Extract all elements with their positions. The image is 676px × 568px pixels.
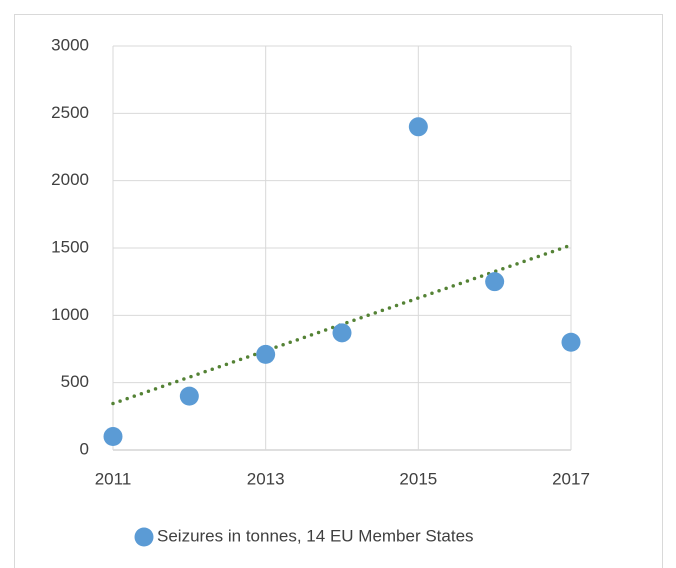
data-point xyxy=(179,386,199,406)
y-tick-label: 3000 xyxy=(51,35,89,54)
y-tick-label: 2000 xyxy=(51,170,89,189)
x-tick-label: 2011 xyxy=(95,469,132,488)
trendline xyxy=(111,243,573,406)
y-tick-label: 500 xyxy=(61,372,89,391)
data-point xyxy=(408,117,428,137)
data-point xyxy=(561,332,581,352)
y-tick-label: 0 xyxy=(80,439,89,458)
legend-label: Seizures in tonnes, 14 EU Member States xyxy=(157,526,474,545)
x-tick-label: 2013 xyxy=(247,469,285,488)
y-tick-label: 1000 xyxy=(51,305,89,324)
chart-frame xyxy=(14,14,663,568)
y-tick-label: 2500 xyxy=(51,103,89,122)
data-point xyxy=(332,323,352,343)
data-point xyxy=(103,427,123,447)
x-tick-label: 2015 xyxy=(399,469,437,488)
legend-marker xyxy=(134,527,154,547)
y-tick-label: 1500 xyxy=(51,237,89,256)
x-tick-label: 2017 xyxy=(552,469,590,488)
data-point xyxy=(256,344,276,364)
data-point xyxy=(485,272,505,292)
